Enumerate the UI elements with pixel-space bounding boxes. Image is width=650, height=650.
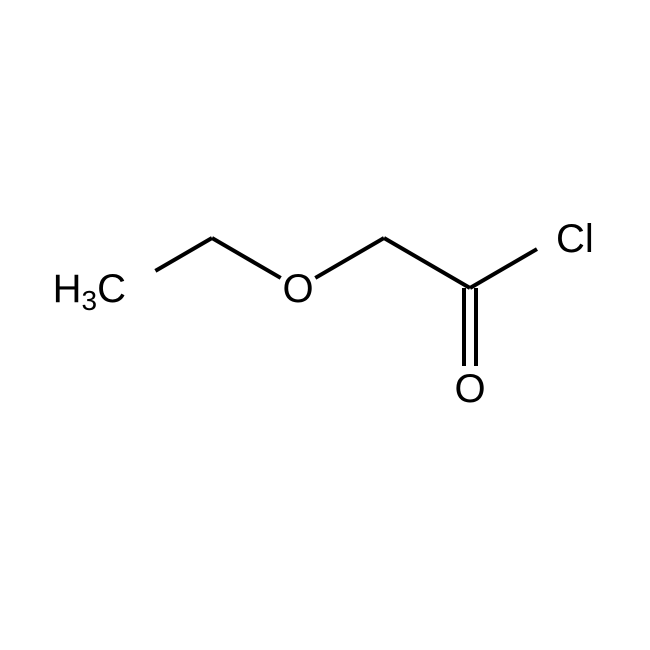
atom-label-o: O [454, 367, 485, 411]
atom-label-ch3: H3C [53, 267, 126, 316]
chemical-structure-diagram: H3C O O Cl [0, 0, 650, 650]
bond-line [470, 249, 537, 288]
bond-line [315, 238, 384, 278]
bond-line [384, 238, 470, 288]
bond-line [212, 238, 281, 278]
atom-label-cl: Cl [556, 217, 594, 261]
atom-label-o: O [282, 267, 313, 311]
bond-line [155, 238, 212, 271]
